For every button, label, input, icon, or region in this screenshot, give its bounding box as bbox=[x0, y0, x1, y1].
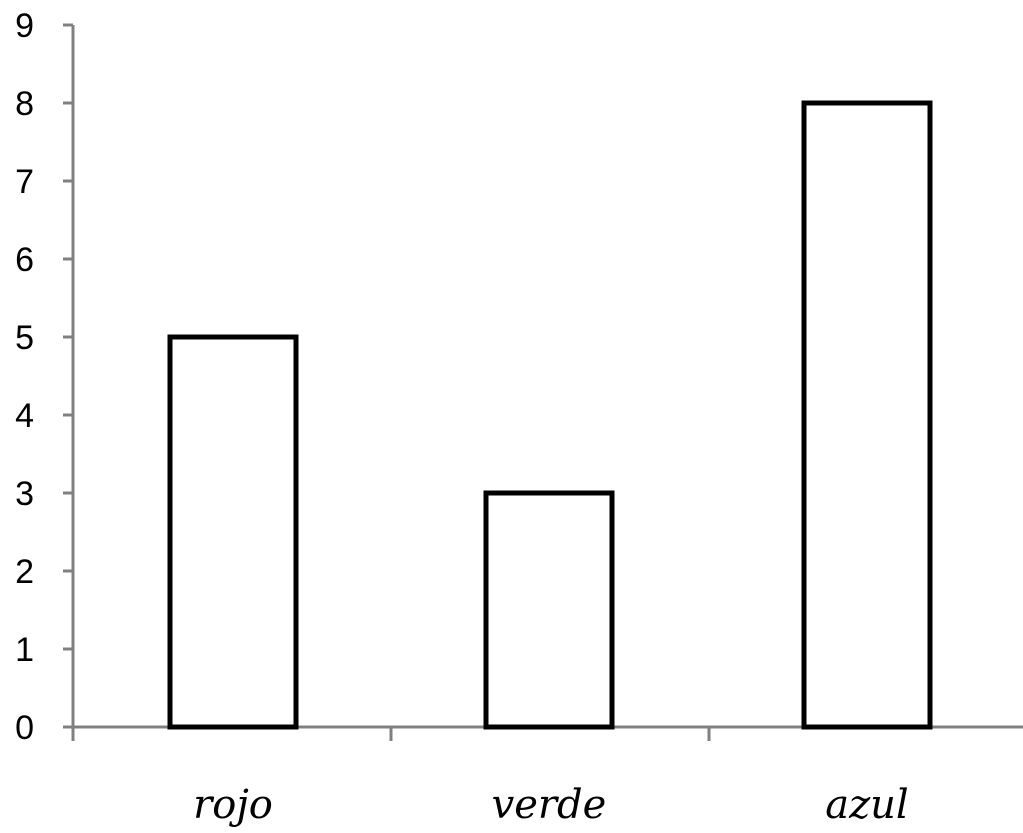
y-tick-label: 9 bbox=[15, 7, 34, 45]
tick-labels: 0 1 2 3 4 5 6 7 8 9 rojo verde azul bbox=[15, 7, 909, 828]
y-tick-label: 4 bbox=[15, 397, 34, 435]
y-axis bbox=[63, 23, 75, 729]
y-tick-label: 1 bbox=[15, 631, 34, 669]
x-tick-label-verde: verde bbox=[492, 782, 607, 828]
y-tick-label: 2 bbox=[15, 553, 34, 591]
y-tick-label: 8 bbox=[15, 85, 34, 123]
x-tick-label-rojo: rojo bbox=[193, 782, 273, 828]
bars bbox=[167, 100, 933, 730]
y-tick-label: 6 bbox=[15, 241, 34, 279]
bar-rojo bbox=[167, 334, 299, 730]
bar-azul bbox=[801, 100, 933, 730]
x-tick-label-azul: azul bbox=[825, 782, 908, 828]
bar-verde bbox=[483, 490, 615, 730]
y-tick-label: 5 bbox=[15, 319, 34, 357]
y-tick-label: 3 bbox=[15, 475, 34, 513]
y-tick-label: 7 bbox=[15, 163, 34, 201]
y-tick-label: 0 bbox=[15, 709, 34, 747]
